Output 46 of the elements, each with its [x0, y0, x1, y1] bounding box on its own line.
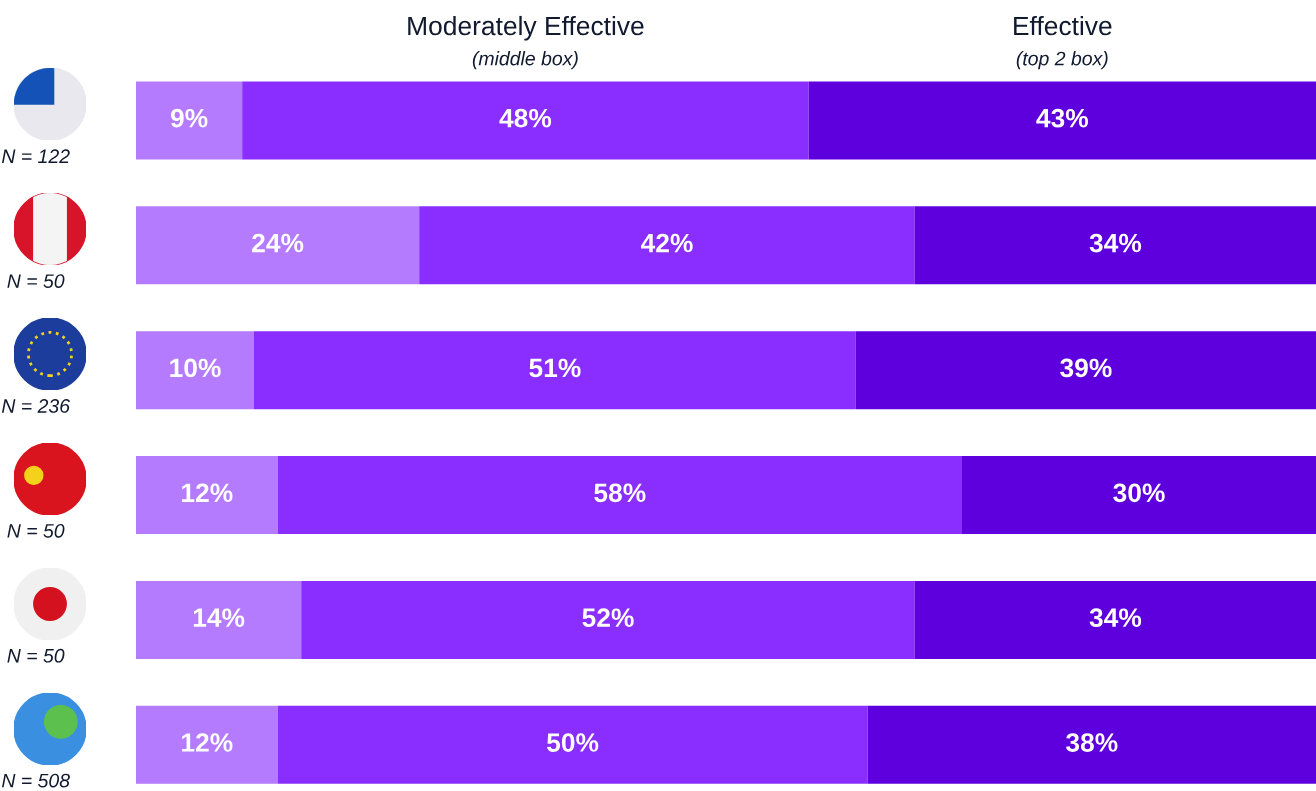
data-label: 24%	[252, 233, 304, 253]
data-label: 14%	[193, 608, 245, 627]
data-label: 38%	[1066, 733, 1118, 752]
bar	[867, 705, 1316, 784]
data-label: 12%	[182, 483, 233, 503]
bar	[914, 580, 1316, 659]
data-label: 34%	[1089, 608, 1142, 628]
data-label: 10%	[170, 358, 221, 378]
bar	[136, 580, 302, 659]
data-label: 51%	[529, 358, 581, 378]
y-tick-label: N = 50	[7, 274, 65, 288]
bar	[136, 81, 243, 160]
series-label: Moderately Effective	[408, 15, 644, 41]
bar	[914, 206, 1316, 285]
text: (middle box)	[472, 51, 578, 70]
bar	[277, 705, 868, 784]
data-label: 12%	[182, 733, 233, 752]
data-label: 9%	[170, 108, 208, 128]
bar	[419, 206, 915, 285]
data-label: 50%	[547, 733, 599, 752]
bar	[277, 456, 962, 535]
data-label: 48%	[499, 108, 552, 128]
y-tick-label: N = 122	[1, 149, 70, 163]
y-tick-label: N = 508	[1, 773, 70, 788]
bar	[254, 331, 856, 410]
text: (top 2 box)	[1016, 51, 1108, 70]
data-label: 52%	[582, 608, 634, 628]
y-tick-label: N = 50	[7, 523, 65, 538]
bar	[855, 331, 1316, 410]
data-label: 34%	[1089, 233, 1142, 253]
data-label: 43%	[1036, 108, 1089, 128]
data-label: 58%	[594, 483, 646, 503]
bar	[301, 580, 915, 659]
bar	[808, 81, 1316, 160]
y-tick-label: N = 236	[1, 399, 71, 413]
bar	[136, 705, 278, 784]
series-label: Effective	[1014, 15, 1112, 36]
data-label: 42%	[640, 233, 693, 253]
y-tick-label: N = 50	[7, 648, 65, 663]
data-label: 39%	[1060, 358, 1112, 378]
bar	[242, 81, 809, 160]
data-label: 30%	[1113, 483, 1165, 503]
bar	[136, 331, 254, 410]
bar	[136, 456, 278, 535]
bar	[136, 206, 420, 285]
bar	[962, 456, 1316, 535]
